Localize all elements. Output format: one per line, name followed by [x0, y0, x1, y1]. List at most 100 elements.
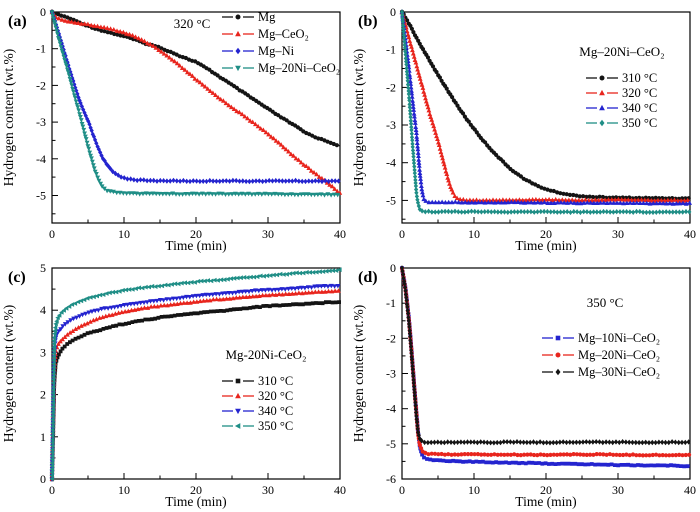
y-tick-label: -1 [386, 43, 396, 57]
y-tick-label: 5 [40, 261, 46, 275]
legend-label: 310 °C [258, 374, 293, 388]
y-tick-label: 0 [390, 5, 396, 19]
x-axis-label: Time (min) [515, 494, 576, 509]
legend-item-mg-30ni-ceo: Mg–30Ni–CeO₂ [542, 365, 660, 379]
x-axis-label: Time (min) [515, 238, 576, 253]
series-markers-320-c [49, 288, 341, 481]
y-tick-label: -3 [386, 118, 396, 132]
chart-c: 0 10 20 30 40 0 1 2 3 4 5 Time (min) Hydrogen conten… [1, 261, 346, 509]
legend-item-320-c: 320 °C [586, 86, 657, 100]
panel-a: 0 10 20 30 40 0 -1 -2 -3 -4 -5 Time (min) Hydrogen c… [0, 0, 350, 256]
y-tick-label: 0 [40, 5, 46, 19]
legend-label: Mg–20Ni–CeO₂ [578, 348, 660, 362]
legend-marker-square-icon [235, 378, 241, 384]
legend-marker-circle-icon [235, 14, 241, 20]
legend-item-mg-ni: Mg–Ni [222, 44, 295, 58]
plot-frame [51, 267, 341, 480]
legend-item-mg-ceo: Mg–CeO₂ [222, 27, 309, 41]
y-tick-label: -4 [36, 152, 46, 166]
legend-item-mg: Mg [222, 10, 276, 24]
legend-label: Mg–Ni [258, 44, 295, 58]
legend-label: 320 °C [622, 86, 657, 100]
y-tick-label: -1 [36, 42, 46, 56]
legend-label: 340 °C [258, 404, 293, 418]
x-tick-label: 40 [684, 227, 696, 241]
y-tick-label: -3 [36, 115, 46, 129]
x-tick-label: 30 [262, 227, 274, 241]
legend-marker-circle-icon [599, 75, 605, 81]
legend-label: 320 °C [258, 389, 293, 403]
legend-label: 340 °C [622, 101, 657, 115]
series-line-310-c [51, 301, 341, 480]
x-tick-label: 20 [190, 227, 202, 241]
y-tick-label: -4 [386, 156, 396, 170]
legend-item-340-c: 340 °C [586, 101, 657, 115]
x-axis-label: Time (min) [165, 494, 226, 509]
legend-marker-square-icon [555, 335, 561, 341]
legend-item-mg-20ni-ceo: Mg–20Ni–CeO₂ [542, 348, 660, 362]
x-tick-label: 30 [262, 483, 274, 497]
x-tick-label: 20 [540, 483, 552, 497]
legend-label: Mg–10Ni–CeO₂ [578, 331, 660, 345]
y-tick-label: -1 [386, 296, 396, 310]
legend-item-350-c: 350 °C [222, 419, 293, 433]
y-tick-label: -5 [36, 189, 46, 203]
legend-item-mg-10ni-ceo: Mg–10Ni–CeO₂ [542, 331, 660, 345]
chart-b: 0 10 20 30 40 0 -1 -2 -3 -4 -5 Time (min) Hydrogen c… [351, 5, 696, 253]
legend-title: 350 °C [587, 295, 624, 310]
y-tick-label: 0 [390, 261, 396, 275]
x-tick-label: 10 [468, 227, 480, 241]
y-tick-label: -3 [386, 367, 396, 381]
x-tick-label: 0 [399, 227, 405, 241]
legend-item-mg-20ni-ceo: Mg–20Ni–CeO₂ [222, 61, 340, 75]
y-tick-label: -5 [386, 193, 396, 207]
legend-label: Mg–20Ni–CeO₂ [258, 61, 340, 75]
legend-item-310-c: 310 °C [222, 374, 293, 388]
legend-title: Mg-20Ni-CeO₂ [225, 347, 306, 362]
y-tick-label: -4 [386, 402, 396, 416]
legend-marker-triangle-left-icon [234, 423, 241, 429]
panel-letter: (c) [8, 269, 26, 286]
y-tick-label: 0 [40, 472, 46, 486]
series-markers-350-c [49, 267, 342, 482]
x-tick-label: 10 [118, 227, 130, 241]
legend-marker-triangle-up-icon [599, 89, 605, 96]
legend-label: Mg–CeO₂ [258, 27, 309, 41]
legend-item-310-c: 310 °C [586, 71, 657, 85]
legend-label: Mg–30Ni–CeO₂ [578, 365, 660, 379]
x-tick-label: 40 [334, 227, 346, 241]
legend-item-320-c: 320 °C [222, 389, 293, 403]
y-axis-label: Hydrogen content (wt.%) [1, 305, 16, 443]
y-tick-label: 3 [40, 345, 46, 359]
series-markers-310-c [50, 300, 341, 482]
x-tick-label: 30 [612, 227, 624, 241]
series-markers-310-c [399, 9, 691, 201]
plot-frame [51, 11, 341, 224]
x-tick-label: 0 [49, 227, 55, 241]
x-tick-label: 40 [334, 483, 346, 497]
chart-a: 0 10 20 30 40 0 -1 -2 -3 -4 -5 Time (min) Hydrogen c… [1, 5, 346, 253]
legend-title: Mg–20Ni–CeO₂ [579, 44, 664, 59]
panel-letter: (d) [358, 269, 378, 286]
x-tick-label: 10 [118, 483, 130, 497]
legend-marker-triangle-up-icon [599, 104, 605, 111]
panel-letter: (a) [8, 13, 27, 30]
legend-label: 350 °C [622, 116, 657, 130]
x-tick-label: 30 [612, 483, 624, 497]
y-axis-label: Hydrogen content (wt.%) [351, 305, 366, 443]
y-tick-label: 1 [40, 430, 46, 444]
legend-marker-triangle-up-icon [235, 392, 241, 399]
legend-item-340-c: 340 °C [222, 404, 293, 418]
legend-marker-diamond-icon [599, 119, 605, 127]
legend-item-350-c: 350 °C [586, 116, 657, 130]
x-axis-label: Time (min) [165, 238, 226, 253]
x-tick-label: 0 [399, 483, 405, 497]
chart-d: 0 10 20 30 40 0 -1 -2 -3 -4 -5 -6 Time (min) Hydrogen… [351, 261, 696, 509]
legend-marker-triangle-down-icon [235, 65, 241, 72]
panel-letter: (b) [358, 13, 378, 30]
panel-d: 0 10 20 30 40 0 -1 -2 -3 -4 -5 -6 Time (min) Hydrogen… [350, 256, 700, 512]
x-tick-label: 40 [684, 483, 696, 497]
y-tick-label: -2 [386, 331, 396, 345]
legend-marker-circle-icon [555, 352, 561, 358]
